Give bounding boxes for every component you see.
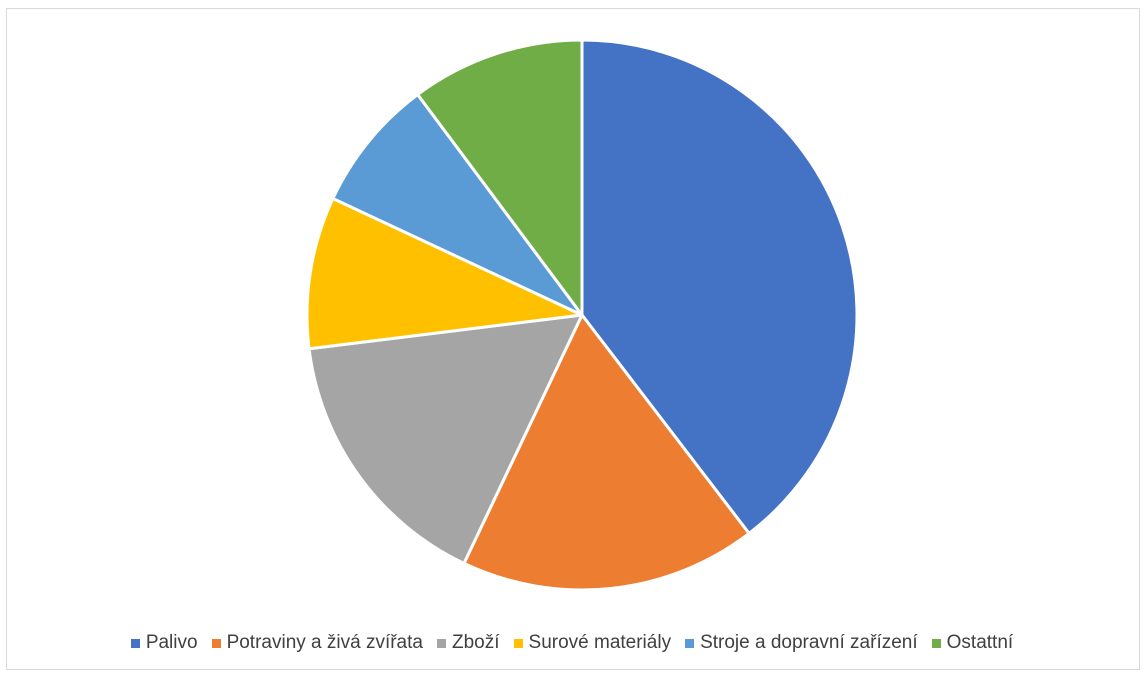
legend-label: Potraviny a živá zvířata	[226, 632, 423, 653]
legend-item-surove-materialy: Surové materiály	[513, 632, 672, 654]
legend: Palivo Potraviny a živá zvířata Zboží Su…	[0, 632, 1144, 654]
legend-item-ostatni: Ostattní	[931, 632, 1014, 654]
pie-slice-3	[307, 313, 584, 565]
pie-slice-1	[580, 38, 859, 535]
legend-swatch	[931, 638, 941, 648]
legend-label: Palivo	[145, 632, 198, 653]
pie-slice-2	[462, 313, 751, 592]
legend-item-potraviny: Potraviny a živá zvířata	[211, 632, 423, 654]
legend-item-palivo: Palivo	[130, 632, 198, 654]
legend-swatch	[211, 638, 221, 648]
legend-swatch	[130, 638, 140, 648]
legend-item-stroje: Stroje a dopravní zařízení	[685, 632, 918, 654]
legend-label: Zboží	[451, 632, 500, 653]
legend-item-zbozi: Zboží	[436, 632, 500, 654]
legend-swatch	[513, 638, 523, 648]
pie-slice-6	[416, 38, 584, 317]
legend-label: Stroje a dopravní zařízení	[700, 632, 918, 653]
legend-label: Surové materiály	[528, 632, 672, 653]
pie-slice-5	[331, 93, 584, 317]
legend-swatch	[436, 638, 446, 648]
legend-label: Ostattní	[946, 632, 1014, 653]
legend-swatch	[685, 638, 695, 648]
pie-slice-4	[305, 197, 584, 351]
